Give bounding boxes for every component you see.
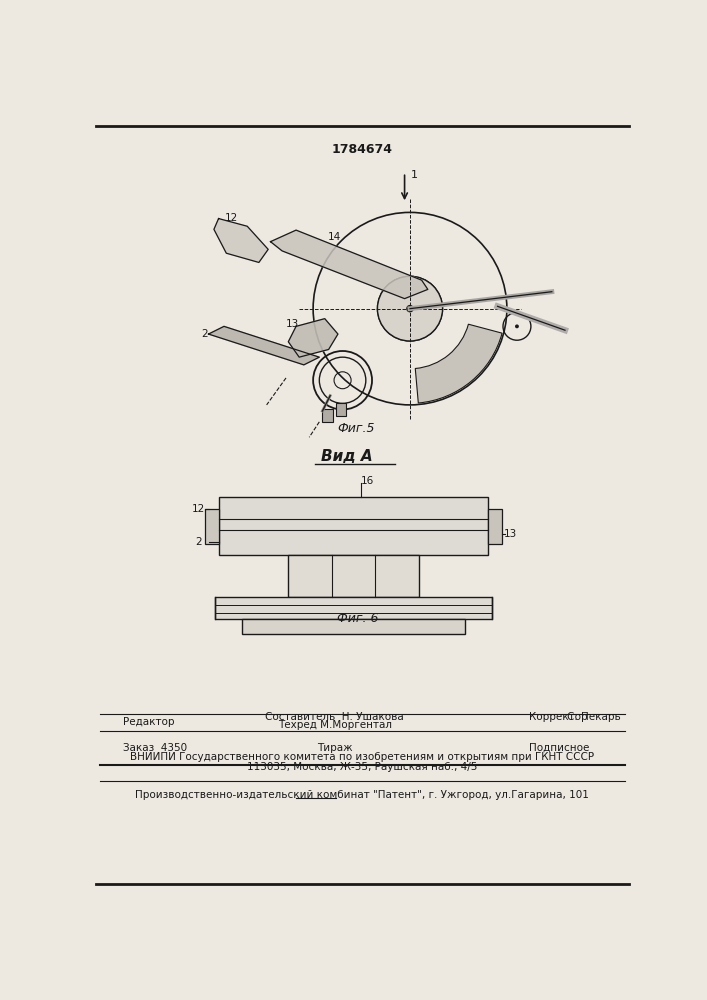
Text: 2: 2 (195, 537, 201, 547)
Bar (242, 619, 465, 634)
Bar (337, 403, 346, 416)
Text: 12: 12 (192, 504, 205, 514)
Text: 1784674: 1784674 (332, 143, 392, 156)
Text: Подписное: Подписное (529, 743, 589, 753)
Text: Составитель  Н. Ушакова: Составитель Н. Ушакова (265, 712, 404, 722)
Text: Фиг.5: Фиг.5 (337, 422, 375, 434)
Text: 13: 13 (286, 319, 299, 329)
Bar (215, 597, 492, 619)
Text: 1: 1 (410, 170, 417, 180)
Bar (288, 555, 419, 597)
Text: Фиг. 6: Фиг. 6 (337, 612, 379, 625)
Text: ВНИИПИ Государственного комитета по изобретениям и открытиям при ГКНТ СССР: ВНИИПИ Государственного комитета по изоб… (130, 752, 594, 762)
Text: 113035, Москва, Ж-35, Раушская наб., 4/5: 113035, Москва, Ж-35, Раушская наб., 4/5 (247, 762, 477, 772)
Text: Вид A: Вид A (321, 449, 373, 464)
Circle shape (515, 324, 519, 328)
Text: 13: 13 (503, 529, 517, 539)
Text: 12: 12 (225, 213, 238, 223)
Polygon shape (204, 509, 218, 544)
Circle shape (407, 306, 413, 312)
Circle shape (378, 276, 443, 341)
Wedge shape (415, 324, 502, 403)
Text: Производственно-издательский комбинат "Патент", г. Ужгород, ул.Гагарина, 101: Производственно-издательский комбинат "П… (135, 790, 589, 800)
Bar (218, 497, 489, 555)
Text: 16: 16 (361, 476, 374, 486)
Polygon shape (214, 219, 268, 262)
Text: Техред М.Моргентал: Техред М.Моргентал (278, 720, 392, 730)
Polygon shape (209, 326, 320, 365)
Text: 2: 2 (201, 329, 208, 339)
Polygon shape (271, 230, 428, 299)
Text: 14: 14 (328, 232, 341, 242)
Text: С. Пекарь: С. Пекарь (566, 712, 620, 722)
Polygon shape (288, 319, 338, 357)
Text: Заказ  4350: Заказ 4350 (123, 743, 187, 753)
Text: Корректор: Корректор (529, 712, 588, 722)
Polygon shape (489, 509, 502, 544)
Bar (322, 409, 332, 422)
Text: Тираж: Тираж (317, 743, 353, 753)
Text: Редактор: Редактор (123, 717, 175, 727)
